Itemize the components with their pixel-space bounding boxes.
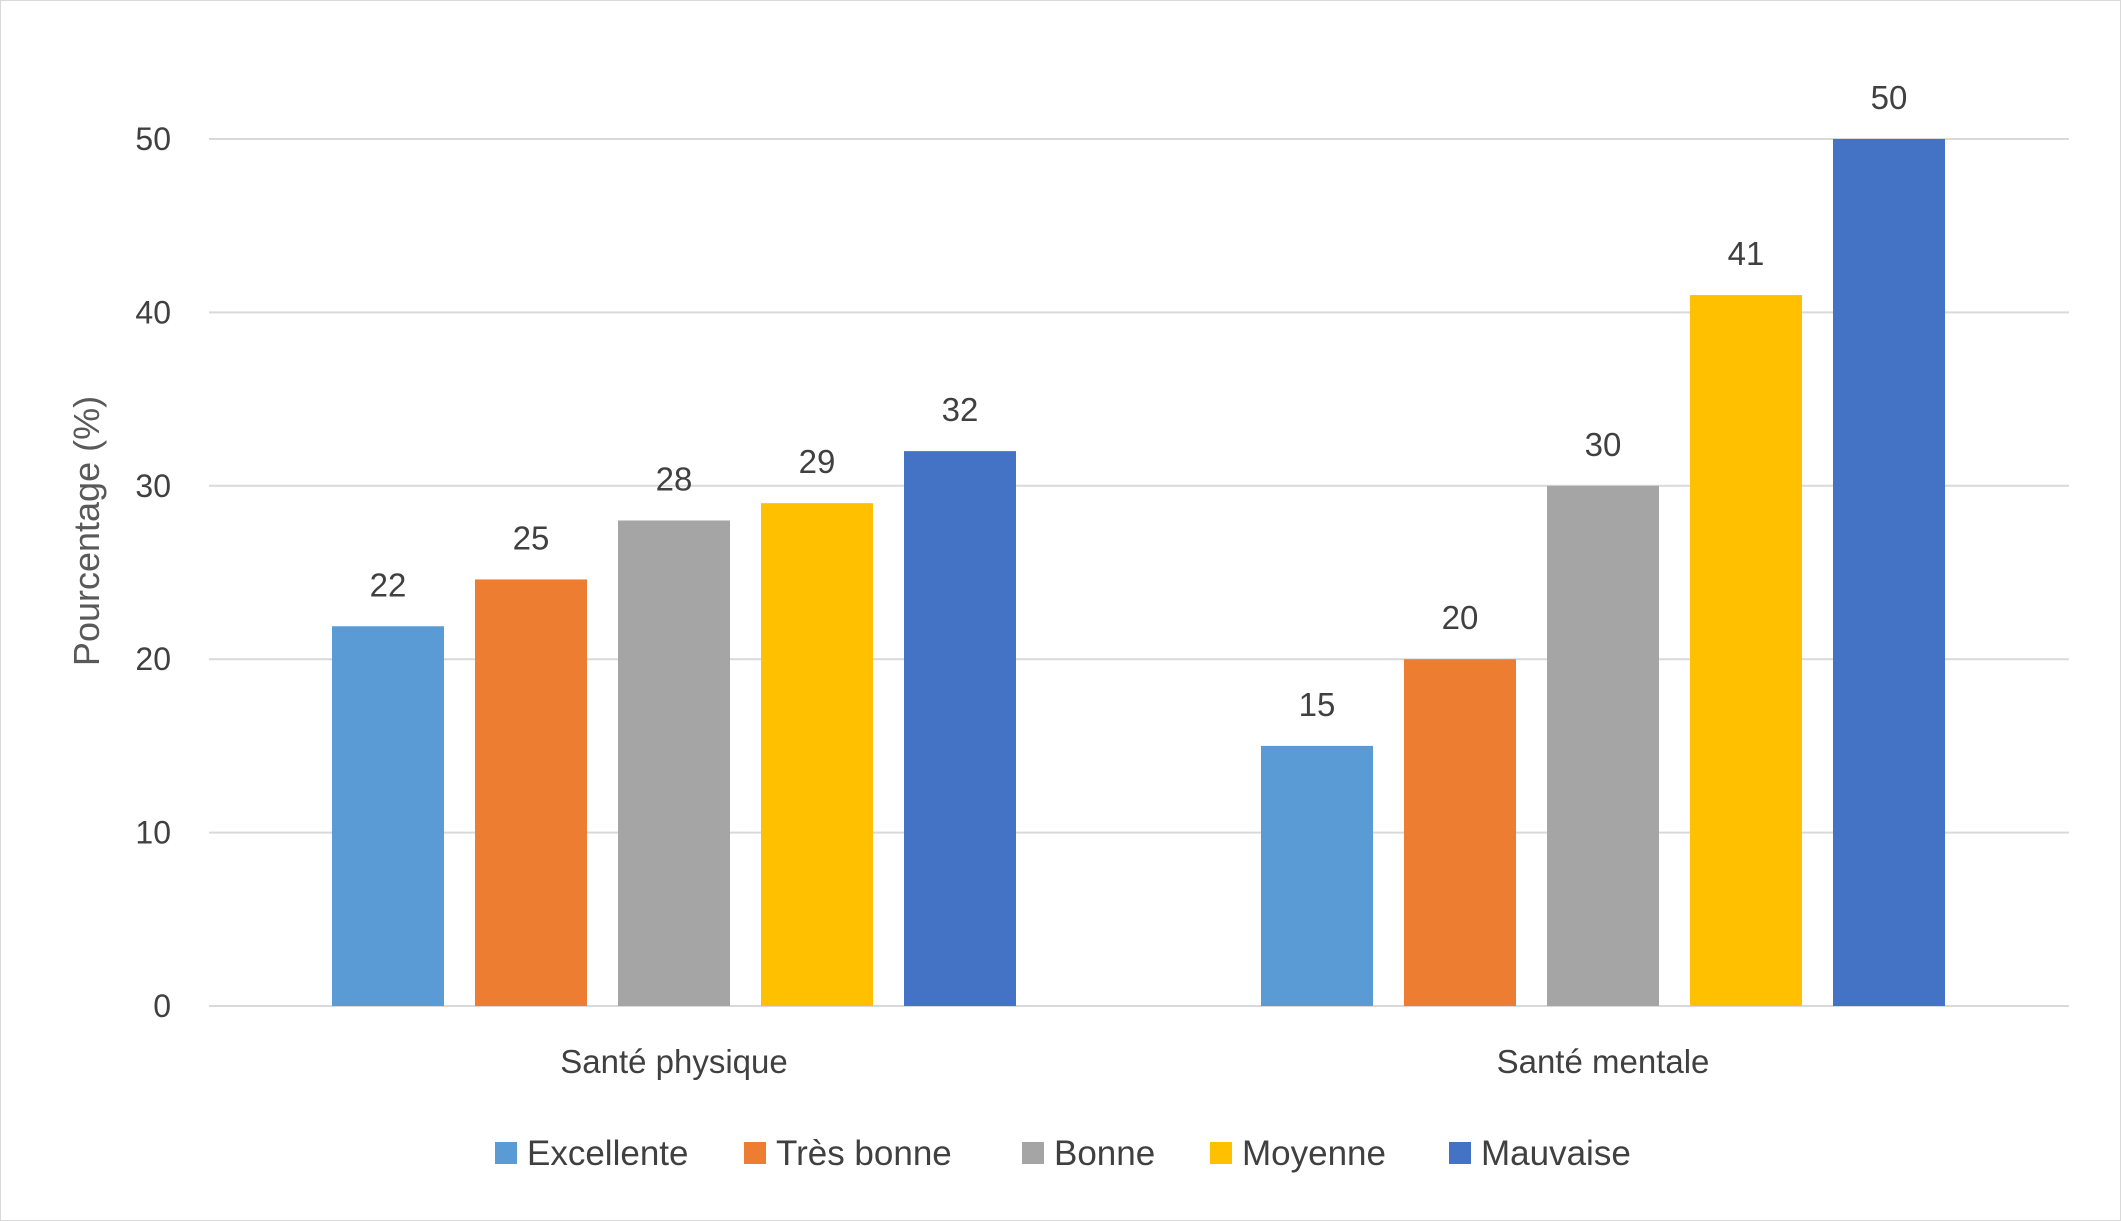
- bar: [1547, 485, 1659, 1006]
- x-category-label: Santé mentale: [1497, 1043, 1710, 1080]
- y-axis-title: Pourcentage (%): [66, 396, 107, 666]
- legend-label: Excellente: [527, 1134, 688, 1173]
- bar: [761, 503, 873, 1006]
- bar: [332, 626, 444, 1006]
- bar: [618, 520, 730, 1006]
- bar: [1404, 659, 1516, 1006]
- data-label: 30: [1585, 426, 1622, 463]
- legend-swatch: [744, 1142, 766, 1164]
- y-tick-label: 10: [135, 815, 171, 851]
- legend-label: Très bonne: [776, 1134, 952, 1173]
- y-tick-label: 20: [135, 641, 171, 677]
- legend-item: Moyenne: [1210, 1134, 1386, 1173]
- legend-swatch: [1022, 1142, 1044, 1164]
- legend-item: Excellente: [495, 1134, 688, 1173]
- legend-label: Mauvaise: [1481, 1134, 1631, 1173]
- data-label: 25: [513, 519, 550, 556]
- bar: [1833, 139, 1945, 1006]
- data-labels: 22 15 25 20 28 30 29 41 32 50: [370, 79, 1908, 723]
- legend-swatch: [1449, 1142, 1471, 1164]
- data-label: 29: [799, 443, 836, 480]
- bars: [332, 139, 1945, 1006]
- legend-label: Moyenne: [1242, 1134, 1386, 1173]
- x-category-label: Santé physique: [560, 1043, 788, 1080]
- data-label: 50: [1871, 79, 1908, 116]
- data-label: 41: [1728, 235, 1765, 272]
- data-label: 28: [656, 460, 693, 497]
- y-tick-label: 0: [153, 988, 171, 1024]
- bar: [904, 451, 1016, 1006]
- legend: Excellente Très bonne Bonne Moyenne Mauvaise: [495, 1134, 1631, 1173]
- legend-item: Bonne: [1022, 1134, 1155, 1173]
- data-label: 20: [1442, 599, 1479, 636]
- axes: Pourcentage (%) 0 10 20 30 40 50 Santé physiqu…: [66, 121, 1709, 1080]
- y-tick-label: 40: [135, 294, 171, 330]
- legend-label: Bonne: [1054, 1134, 1155, 1173]
- bar: [475, 579, 587, 1006]
- bar: [1261, 745, 1373, 1006]
- y-tick-label: 30: [135, 468, 171, 504]
- legend-swatch: [495, 1142, 517, 1164]
- data-label: 22: [370, 566, 407, 603]
- data-label: 32: [942, 391, 979, 428]
- legend-item: Très bonne: [744, 1134, 952, 1173]
- data-label: 15: [1299, 686, 1336, 723]
- bar: [1690, 295, 1802, 1006]
- y-tick-label: 50: [135, 121, 171, 157]
- legend-item: Mauvaise: [1449, 1134, 1631, 1173]
- legend-swatch: [1210, 1142, 1232, 1164]
